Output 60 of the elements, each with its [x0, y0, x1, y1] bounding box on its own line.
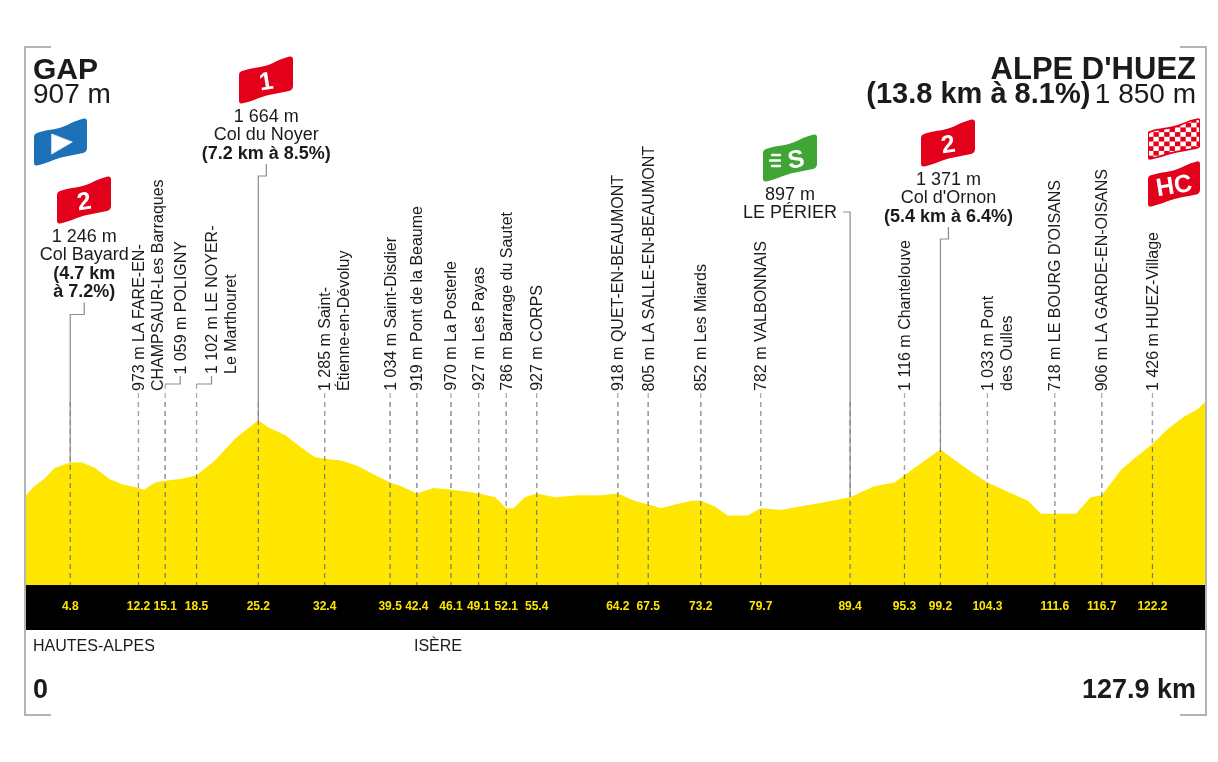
x-tick-label: 89.4 — [838, 599, 863, 614]
x-tick-label: 111.6 — [1040, 599, 1070, 614]
x-tick-label: 73.2 — [689, 599, 713, 614]
annotation: 718 m LE BOURG D'OISANS — [1045, 180, 1065, 392]
annotation: (5.4 km à 6.4%) — [883, 205, 1013, 226]
x-tick-label: 99.2 — [928, 599, 953, 614]
text: 2 — [75, 185, 94, 216]
x-tick-label: 25.2 — [246, 599, 271, 614]
text: S — [785, 143, 807, 174]
annotation: 919 m Pont de la Beaume — [407, 206, 427, 392]
annotation: 970 m La Posterle — [441, 261, 461, 391]
x-tick-label: 79.7 — [749, 599, 773, 614]
text: HC — [1153, 167, 1194, 202]
annotation: 1 033 m Pont des Oulles — [977, 294, 1016, 391]
annotation: 973 m LA FARE-EN-CHAMPSAUR-Les Barraques — [128, 178, 167, 391]
x-tick-label: 55.4 — [525, 599, 549, 614]
annotation: 1 116 m Chantelouve — [895, 240, 914, 391]
x-tick-label: 18.5 — [184, 599, 209, 614]
x-tick-label: 95.3 — [892, 599, 917, 614]
text: 1 — [257, 65, 276, 96]
annotation: 927 m CORPS — [527, 285, 547, 391]
annotation: 927 m Les Payas — [469, 267, 489, 391]
annotation: 805 m LA SALLE-EN-BEAUMONT — [638, 146, 658, 392]
annotation: 1 102 m LE NOYER-Le Marthouret — [202, 224, 241, 374]
x-tick-label: 46.1 — [439, 599, 463, 614]
text: Col Bayard — [39, 244, 129, 264]
x-tick-label: 64.2 — [606, 599, 630, 614]
text: 1 850 m — [1094, 78, 1196, 110]
x-tick-label: 122.2 — [1137, 599, 1168, 614]
x-tick-label: 104.3 — [972, 599, 1003, 614]
text: 0 — [33, 673, 49, 704]
x-tick-label: 116.7 — [1087, 599, 1117, 614]
annotation: 852 m Les Miards — [691, 264, 711, 392]
x-tick-label: 32.4 — [312, 599, 337, 614]
x-tick-label: 67.5 — [636, 599, 661, 614]
x-tick-label: 39.5 — [378, 599, 403, 614]
annotation: 1 034 m Saint-Disdier — [380, 237, 400, 391]
x-tick-label: 49.1 — [466, 599, 491, 614]
text: 2 — [939, 128, 958, 159]
x-tick-label: 15.1 — [153, 599, 178, 614]
text: 127.9 km — [1081, 673, 1196, 704]
annotation: 1 285 m Saint-Étienne-en-Dévoluy — [315, 249, 354, 391]
text: HAUTES-ALPES — [33, 637, 155, 654]
annotation: 786 m Barrage du Sautet — [496, 212, 516, 391]
text: 1 371 m — [915, 168, 981, 189]
annotation: 1 059 m POLIGNY — [170, 241, 190, 375]
annotation: 1 426 m HUEZ-Village — [1142, 232, 1162, 391]
text: Col d'Ornon — [900, 187, 997, 207]
text: 1 664 m — [233, 105, 299, 126]
annotation: 906 m LA GARDE-EN-OISANS — [1092, 169, 1112, 392]
x-tick-label: 42.4 — [405, 599, 429, 614]
x-tick-label: 12.2 — [126, 599, 151, 614]
annotation: 918 m QUET-EN-BEAUMONT — [608, 175, 628, 392]
x-tick-label: 4.8 — [61, 599, 79, 614]
text: Col du Noyer — [213, 124, 319, 144]
annotation: 782 m VALBONNAIS — [751, 241, 771, 391]
text: 1 246 m — [51, 225, 117, 246]
annotation: LE PÉRIER — [743, 202, 838, 222]
x-tick-label: 52.1 — [494, 599, 519, 614]
text: ISÈRE — [414, 637, 463, 654]
